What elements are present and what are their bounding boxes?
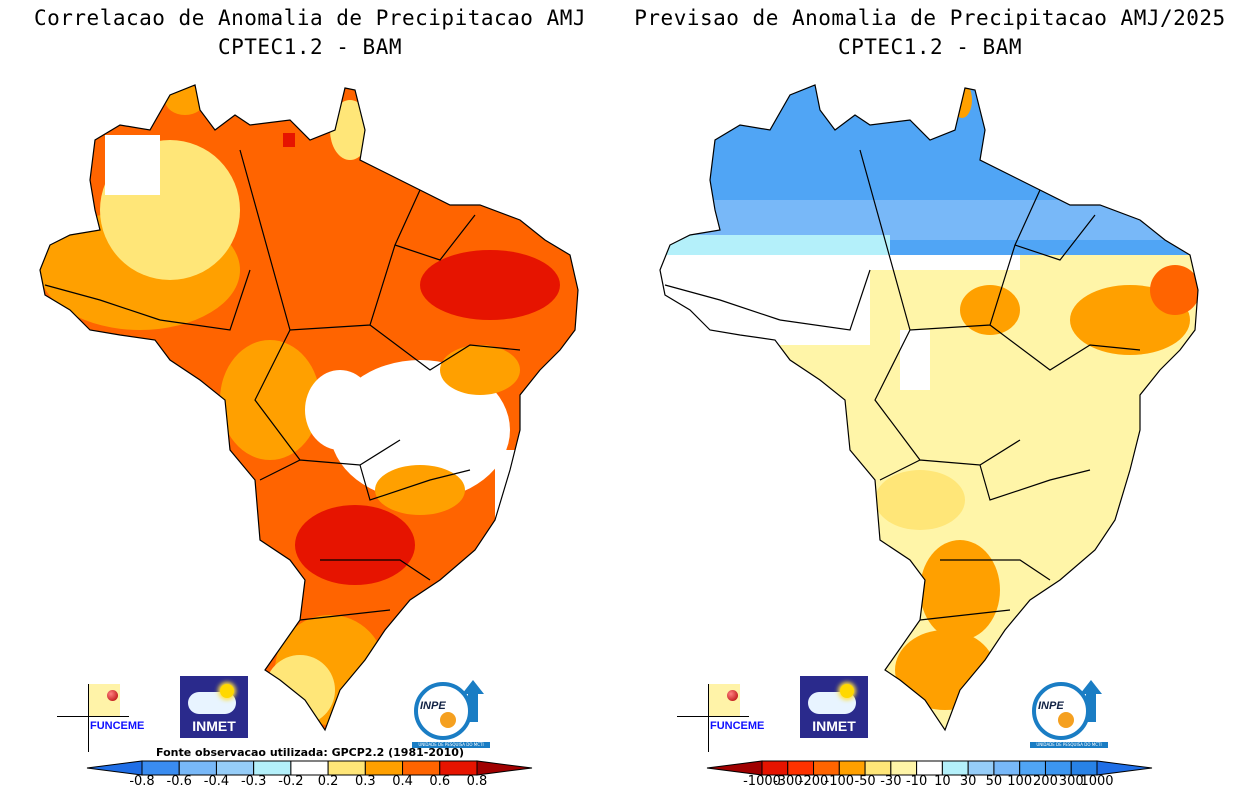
right-colorbar-swatch (838, 760, 866, 776)
left-colorbar-swatch (439, 760, 478, 776)
left-colorbar-swatch (178, 760, 217, 776)
right-colorbar-label: 100 (1007, 774, 1033, 789)
left-colorbar-swatch (253, 760, 292, 776)
right-map-title: Previsao de Anomalia de Precipitacao AMJ… (620, 4, 1240, 62)
right-title-line1: Previsao de Anomalia de Precipitacao AMJ… (634, 6, 1226, 30)
left-colorbar-swatch (86, 760, 143, 776)
right-colorbar-swatch (761, 760, 789, 776)
right-colorbar-swatch (1096, 760, 1153, 776)
left-colorbar-label: -0.6 (166, 774, 192, 789)
left-colorbar-label: 0.8 (466, 774, 488, 789)
left-colorbar-swatch (476, 760, 533, 776)
right-colorbar-swatch (706, 760, 763, 776)
left-title-line2: CPTEC1.2 - BAM (217, 35, 402, 59)
right-colorbar-label: -1000 (743, 774, 781, 789)
right-colorbar-label: -300 (773, 774, 803, 789)
right-colorbar-swatch (864, 760, 892, 776)
right-colorbar-swatch (787, 760, 815, 776)
left-colorbar-swatch (141, 760, 180, 776)
right-colorbar-label: -30 (880, 774, 902, 789)
left-colorbar-label: -0.3 (240, 774, 267, 789)
inpe-logo-right: INPE UNIDADE DE PESQUISA DO MCTI (1030, 676, 1108, 748)
inmet-logo: INMET (180, 676, 248, 738)
right-colorbar-swatch (813, 760, 840, 776)
right-anomaly-forecast-map (660, 85, 1198, 730)
left-colorbar-label: -0.4 (203, 774, 230, 789)
inmet-logo-right: INMET (800, 676, 868, 738)
funceme-logo-right: FUNCEME (672, 676, 764, 752)
left-map-title: Correlacao de Anomalia de Precipitacao A… (0, 4, 620, 62)
right-colorbar-swatch (1070, 760, 1098, 776)
inpe-logo: INPE UNIDADE DE PESQUISA DO MCTI (412, 676, 490, 748)
right-colorbar-label: 50 (985, 774, 1003, 789)
funceme-logo: FUNCEME (52, 676, 144, 752)
left-colorbar-swatch (402, 760, 441, 776)
right-colorbar-label: 300 (1058, 774, 1084, 789)
left-colorbar-swatch (364, 760, 404, 776)
right-colorbar-swatch (890, 760, 918, 776)
left-correlation-map (40, 85, 578, 730)
right-colorbar-swatch (941, 760, 969, 776)
left-colorbar-swatch (290, 760, 329, 776)
left-colorbar-swatch (215, 760, 255, 776)
left-title-line1: Correlacao de Anomalia de Precipitacao A… (33, 6, 586, 30)
right-colorbar-swatch (916, 760, 943, 776)
right-colorbar-swatch (1019, 760, 1046, 776)
right-colorbar-label: -200 (798, 774, 829, 789)
left-colorbar-swatch (327, 760, 366, 776)
right-colorbar-swatch (967, 760, 995, 776)
right-colorbar-label: 1000 (1080, 774, 1114, 789)
right-colorbar-label: 10 (934, 774, 951, 789)
right-colorbar-label: -50 (854, 774, 876, 789)
right-colorbar-label: -10 (905, 774, 928, 789)
right-colorbar-label: -100 (824, 774, 855, 789)
left-colorbar-label: -0.2 (278, 774, 304, 789)
right-colorbar-label: 30 (959, 774, 977, 789)
left-colorbar-label: 0.2 (317, 774, 339, 789)
right-title-line2: CPTEC1.2 - BAM (837, 35, 1022, 59)
right-colorbar-swatch (1044, 760, 1072, 776)
left-colorbar-label: 0.6 (429, 774, 451, 789)
right-colorbar-label: 200 (1033, 774, 1058, 789)
left-colorbar-label: -0.8 (129, 774, 155, 789)
left-colorbar-label: 0.3 (354, 774, 376, 789)
right-colorbar-swatch (993, 760, 1021, 776)
left-colorbar-label: 0.4 (392, 774, 413, 789)
observation-source-note: Fonte observacao utilizada: GPCP2.2 (198… (156, 746, 464, 759)
